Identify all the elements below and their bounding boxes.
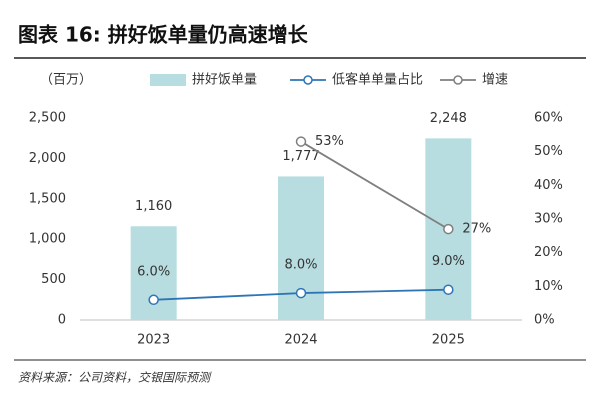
- y2-tick-label: 40%: [534, 178, 563, 193]
- bar-value-label: 2,248: [430, 111, 467, 126]
- y2-tick-label: 50%: [534, 144, 563, 159]
- line-point: [443, 284, 454, 295]
- y2-tick-label: 10%: [534, 279, 563, 294]
- legend-label: 增速: [482, 73, 508, 88]
- line-point: [295, 287, 307, 299]
- y2-tick-label: 60%: [534, 111, 563, 126]
- line-point: [295, 136, 307, 147]
- y-tick-label: 1,500: [29, 191, 66, 206]
- y-tick-label: 500: [41, 272, 66, 287]
- line-value-label: 27%: [462, 222, 491, 237]
- legend-label: 低客单单量占比: [332, 72, 423, 88]
- legend-swatch: [150, 74, 186, 86]
- line-value-label: 9.0%: [432, 254, 465, 269]
- y2-tick-label: 20%: [534, 245, 563, 260]
- line-point: [148, 294, 159, 306]
- legend-label: 拼好饭单量: [192, 73, 257, 88]
- y-tick-label: 2,500: [29, 111, 66, 126]
- bar: [278, 176, 324, 320]
- bar-value-label: 1,160: [135, 199, 172, 214]
- line-value-label: 53%: [315, 134, 344, 149]
- y-axis-label: （百万）: [40, 73, 92, 88]
- line-value-label: 8.0%: [284, 258, 317, 273]
- x-tick-label: 2024: [284, 333, 317, 348]
- source: 资料来源：公司资料，交银国际预测: [18, 371, 212, 385]
- y-tick-label: 1,000: [29, 232, 66, 247]
- line-point: [443, 223, 454, 235]
- bar-value-label: 1,777: [282, 149, 319, 164]
- y-tick-label: 0: [58, 313, 66, 328]
- y-tick-label: 2,000: [29, 151, 66, 166]
- line: [300, 140, 449, 230]
- legend-marker: [453, 75, 463, 85]
- y2-tick-label: 30%: [534, 212, 563, 227]
- y2-tick-label: 0%: [534, 313, 555, 328]
- chart-title: 图表 16: 拼好饭单量仍高速增长: [18, 23, 309, 47]
- x-tick-label: 2023: [137, 333, 170, 348]
- legend-marker: [303, 75, 313, 85]
- x-tick-label: 2025: [432, 333, 465, 348]
- line-value-label: 6.0%: [137, 264, 170, 279]
